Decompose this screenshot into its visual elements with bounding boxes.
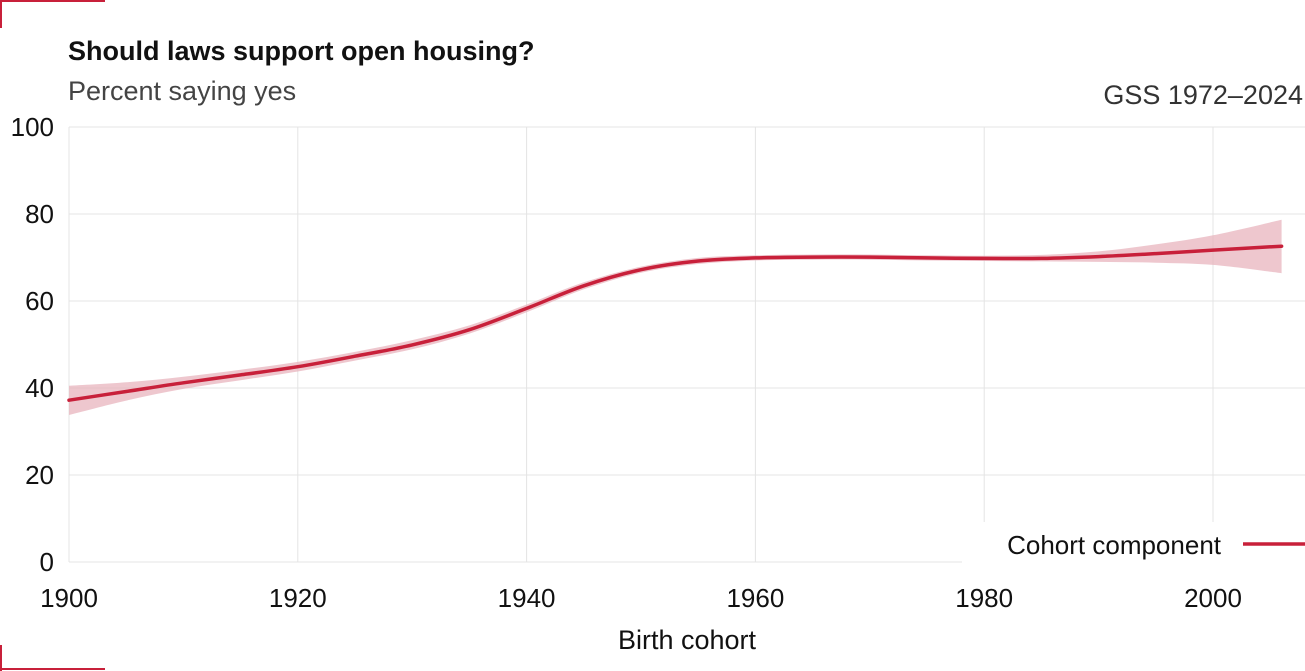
x-axis-label: Birth cohort xyxy=(618,625,757,655)
y-tick-labels: 0 20 40 60 80 100 xyxy=(11,112,54,577)
x-tick-label: 1900 xyxy=(40,583,98,613)
confidence-band-group xyxy=(69,219,1282,415)
series-lines-group xyxy=(67,244,1284,402)
y-tick-label: 0 xyxy=(40,547,54,577)
y-tick-label: 80 xyxy=(25,199,54,229)
chart-subtitle: Percent saying yes xyxy=(68,76,297,106)
legend: Cohort component xyxy=(962,522,1305,568)
y-tick-label: 20 xyxy=(25,460,54,490)
grid-lines xyxy=(68,126,1305,563)
x-tick-label: 2000 xyxy=(1184,583,1242,613)
x-tick-label: 1960 xyxy=(726,583,784,613)
y-tick-label: 100 xyxy=(11,112,54,142)
corner-mark-bottom-vertical xyxy=(0,645,2,671)
x-tick-label: 1940 xyxy=(498,583,556,613)
legend-label: Cohort component xyxy=(1007,530,1222,560)
chart-title: Should laws support open housing? xyxy=(68,36,535,66)
x-tick-label: 1980 xyxy=(955,583,1013,613)
series-line xyxy=(67,244,1284,402)
corner-mark-top-vertical xyxy=(0,0,2,28)
chart-source: GSS 1972–2024 xyxy=(1103,80,1303,110)
confidence-band xyxy=(69,219,1282,415)
x-tick-labels: 1900 1920 1940 1960 1980 2000 xyxy=(40,583,1242,613)
x-tick-label: 1920 xyxy=(269,583,327,613)
corner-mark-top-horizontal xyxy=(0,0,105,2)
y-tick-label: 40 xyxy=(25,373,54,403)
corner-mark-bottom-horizontal xyxy=(0,668,105,670)
y-tick-label: 60 xyxy=(25,286,54,316)
